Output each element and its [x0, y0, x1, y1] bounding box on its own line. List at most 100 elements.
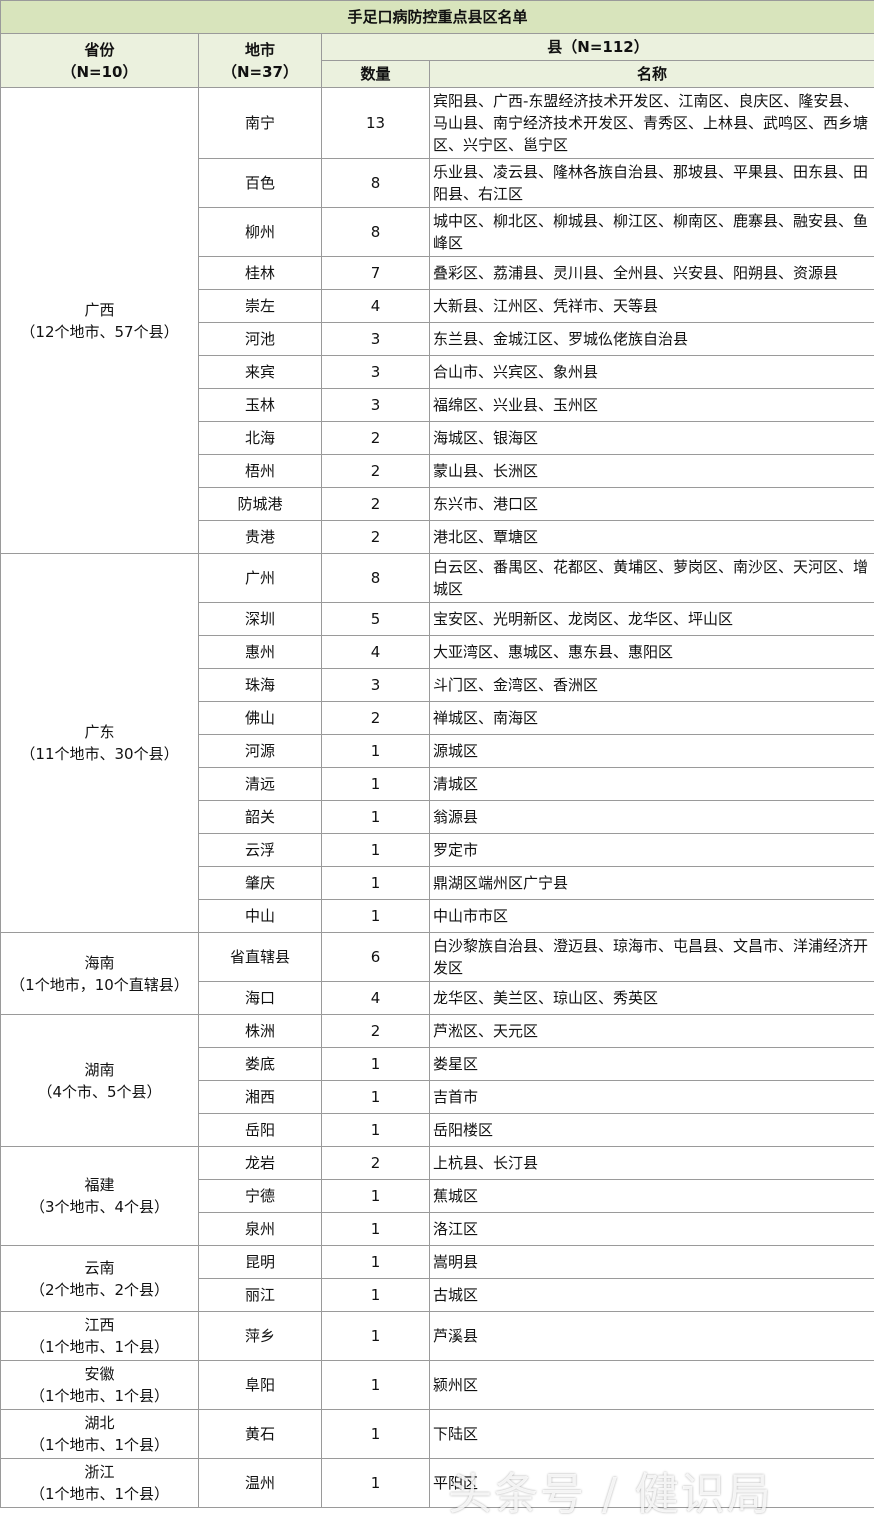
table-row: 海口 4 龙华区、美兰区、琼山区、秀英区 [1, 981, 874, 1015]
count-cell: 1 [321, 1360, 430, 1410]
city-cell: 柳州 [198, 207, 322, 257]
header-city: 地市 （N=37） [198, 33, 322, 88]
province-text: 江西 [84, 1316, 115, 1334]
table-row: 珠海 3 斗门区、金湾区、香洲区 [1, 668, 874, 702]
names-cell: 合山市、兴宾区、象州县 [428, 355, 874, 389]
city-cell: 龙岩 [198, 1146, 322, 1180]
names-cell: 大新县、江州区、凭祥市、天等县 [428, 289, 874, 323]
table-row: 福建 （3个地市、4个县） 龙岩 2 上杭县、长汀县 [0, 1146, 874, 1246]
count-cell: 1 [321, 1458, 430, 1508]
province-text: 广西 [84, 300, 115, 319]
names-cell: 港北区、覃塘区 [428, 520, 874, 554]
table-body: 广西 （12个地市、57个县） 南宁 13 宾阳县、广西-东盟经济技术开发区、江南区、良… [0, 87, 874, 1508]
city-cell: 珠海 [198, 668, 322, 702]
count-cell: 3 [321, 355, 430, 389]
table-row: 防城港 2 东兴市、港口区 [1, 487, 874, 521]
names-cell: 源城区 [428, 734, 874, 768]
names-cell: 斗门区、金湾区、香洲区 [428, 668, 874, 702]
count-cell: 4 [321, 981, 430, 1015]
province-text: 安徽 [84, 1365, 115, 1383]
table-row: 玉林 3 福绵区、兴业县、玉州区 [1, 388, 874, 422]
city-cell: 北海 [198, 421, 322, 455]
city-cell: 河源 [198, 734, 322, 768]
names-cell: 清城区 [428, 767, 874, 801]
city-cell: 广州 [198, 553, 322, 603]
province-text: （4个市、5个县） [37, 1082, 162, 1101]
count-cell: 1 [321, 1409, 430, 1459]
table-row: 广西 （12个地市、57个县） 南宁 13 宾阳县、广西-东盟经济技术开发区、江南区、良… [0, 87, 874, 554]
province-text: （1个地市、1个县） [29, 1485, 170, 1503]
city-cell: 肇庆 [198, 866, 322, 900]
province-cell: 云南 （2个地市、2个县） [0, 1245, 199, 1312]
province-cell: 江西 （1个地市、1个县） [0, 1311, 199, 1361]
names-cell: 叠彩区、荔浦县、灵川县、全州县、兴安县、阳朔县、资源县 [428, 256, 874, 290]
table-row: 云南 （2个地市、2个县） 昆明 1 嵩明县 [0, 1245, 874, 1312]
names-cell: 蒙山县、长洲区 [428, 454, 874, 488]
city-cell: 百色 [198, 158, 322, 208]
header-text: 地市 [244, 40, 275, 59]
table-row: 云浮 1 罗定市 [1, 833, 874, 867]
city-cell: 阜阳 [198, 1360, 322, 1410]
count-cell: 4 [321, 635, 430, 669]
count-cell: 13 [321, 87, 430, 159]
province-text: （2个地市、2个县） [29, 1280, 170, 1299]
names-cell: 吉首市 [428, 1080, 874, 1114]
city-cell: 南宁 [198, 87, 322, 159]
province-cell: 福建 （3个地市、4个县） [0, 1146, 199, 1246]
names-cell: 古城区 [428, 1278, 874, 1312]
count-cell: 2 [321, 487, 430, 521]
city-cell: 岳阳 [198, 1113, 322, 1147]
city-cell: 清远 [198, 767, 322, 801]
province-text: 福建 [84, 1176, 115, 1194]
header-count: 数量 [321, 60, 430, 88]
province-cell: 安徽 （1个地市、1个县） [0, 1360, 199, 1410]
names-cell: 白云区、番禺区、花都区、黄埔区、萝岗区、南沙区、天河区、增城区 [428, 553, 874, 603]
city-cell: 海口 [198, 981, 322, 1015]
count-cell: 3 [321, 322, 430, 356]
count-cell: 1 [321, 1080, 430, 1114]
city-cell: 玉林 [198, 388, 322, 422]
table-row: 泉州 1 洛江区 [1, 1212, 874, 1246]
table-row: 百色 8 乐业县、凌云县、隆林各族自治县、那坡县、平果县、田东县、田阳县、右江区 [1, 158, 874, 208]
names-cell: 东兴市、港口区 [428, 487, 874, 521]
count-cell: 7 [321, 256, 430, 290]
county-table: 手足口病防控重点县区名单 省份 （N=10） 地市 （N=37） 县（N=112） … [0, 0, 874, 1508]
count-cell: 3 [321, 668, 430, 702]
province-cell: 浙江 （1个地市、1个县） [0, 1458, 199, 1508]
city-cell: 丽江 [198, 1278, 322, 1312]
count-cell: 2 [321, 1146, 430, 1180]
names-cell: 翁源县 [428, 800, 874, 834]
names-cell: 宝安区、光明新区、龙岗区、龙华区、坪山区 [428, 602, 874, 636]
city-cell: 惠州 [198, 635, 322, 669]
city-cell: 黄石 [198, 1409, 322, 1459]
count-cell: 1 [321, 1311, 430, 1361]
names-cell: 芦淞区、天元区 [428, 1014, 874, 1048]
count-cell: 2 [321, 701, 430, 735]
names-cell: 禅城区、南海区 [428, 701, 874, 735]
city-cell: 防城港 [198, 487, 322, 521]
province-text: （11个地市、30个县） [20, 745, 179, 763]
table-row: 柳州 8 城中区、柳北区、柳城县、柳江区、柳南区、鹿寨县、融安县、鱼峰区 [1, 207, 874, 257]
names-cell: 芦溪县 [428, 1311, 874, 1361]
province-cell: 海南 （1个地市，10个直辖县） [0, 932, 199, 1015]
count-cell: 1 [321, 1047, 430, 1081]
count-cell: 1 [321, 1212, 430, 1246]
province-cell: 湖北 （1个地市、1个县） [0, 1409, 199, 1459]
count-cell: 1 [321, 1179, 430, 1213]
count-cell: 1 [321, 1278, 430, 1312]
city-cell: 韶关 [198, 800, 322, 834]
names-cell: 颍州区 [428, 1360, 874, 1410]
province-text: 云南 [84, 1258, 115, 1277]
count-cell: 3 [321, 388, 430, 422]
table-row: 浙江 （1个地市、1个县） 温州 1 平阳区 [0, 1458, 874, 1508]
city-cell: 梧州 [198, 454, 322, 488]
city-cell: 贵港 [198, 520, 322, 554]
table-row: 宁德 1 蕉城区 [1, 1179, 874, 1213]
names-cell: 大亚湾区、惠城区、惠东县、惠阳区 [428, 635, 874, 669]
count-cell: 2 [321, 454, 430, 488]
count-cell: 2 [321, 1014, 430, 1048]
table-title: 手足口病防控重点县区名单 [0, 0, 874, 34]
province-cell: 广西 （12个地市、57个县） [0, 87, 199, 554]
names-cell: 中山市市区 [428, 899, 874, 933]
table-row: 湖北 （1个地市、1个县） 黄石 1 下陆区 [0, 1409, 874, 1459]
